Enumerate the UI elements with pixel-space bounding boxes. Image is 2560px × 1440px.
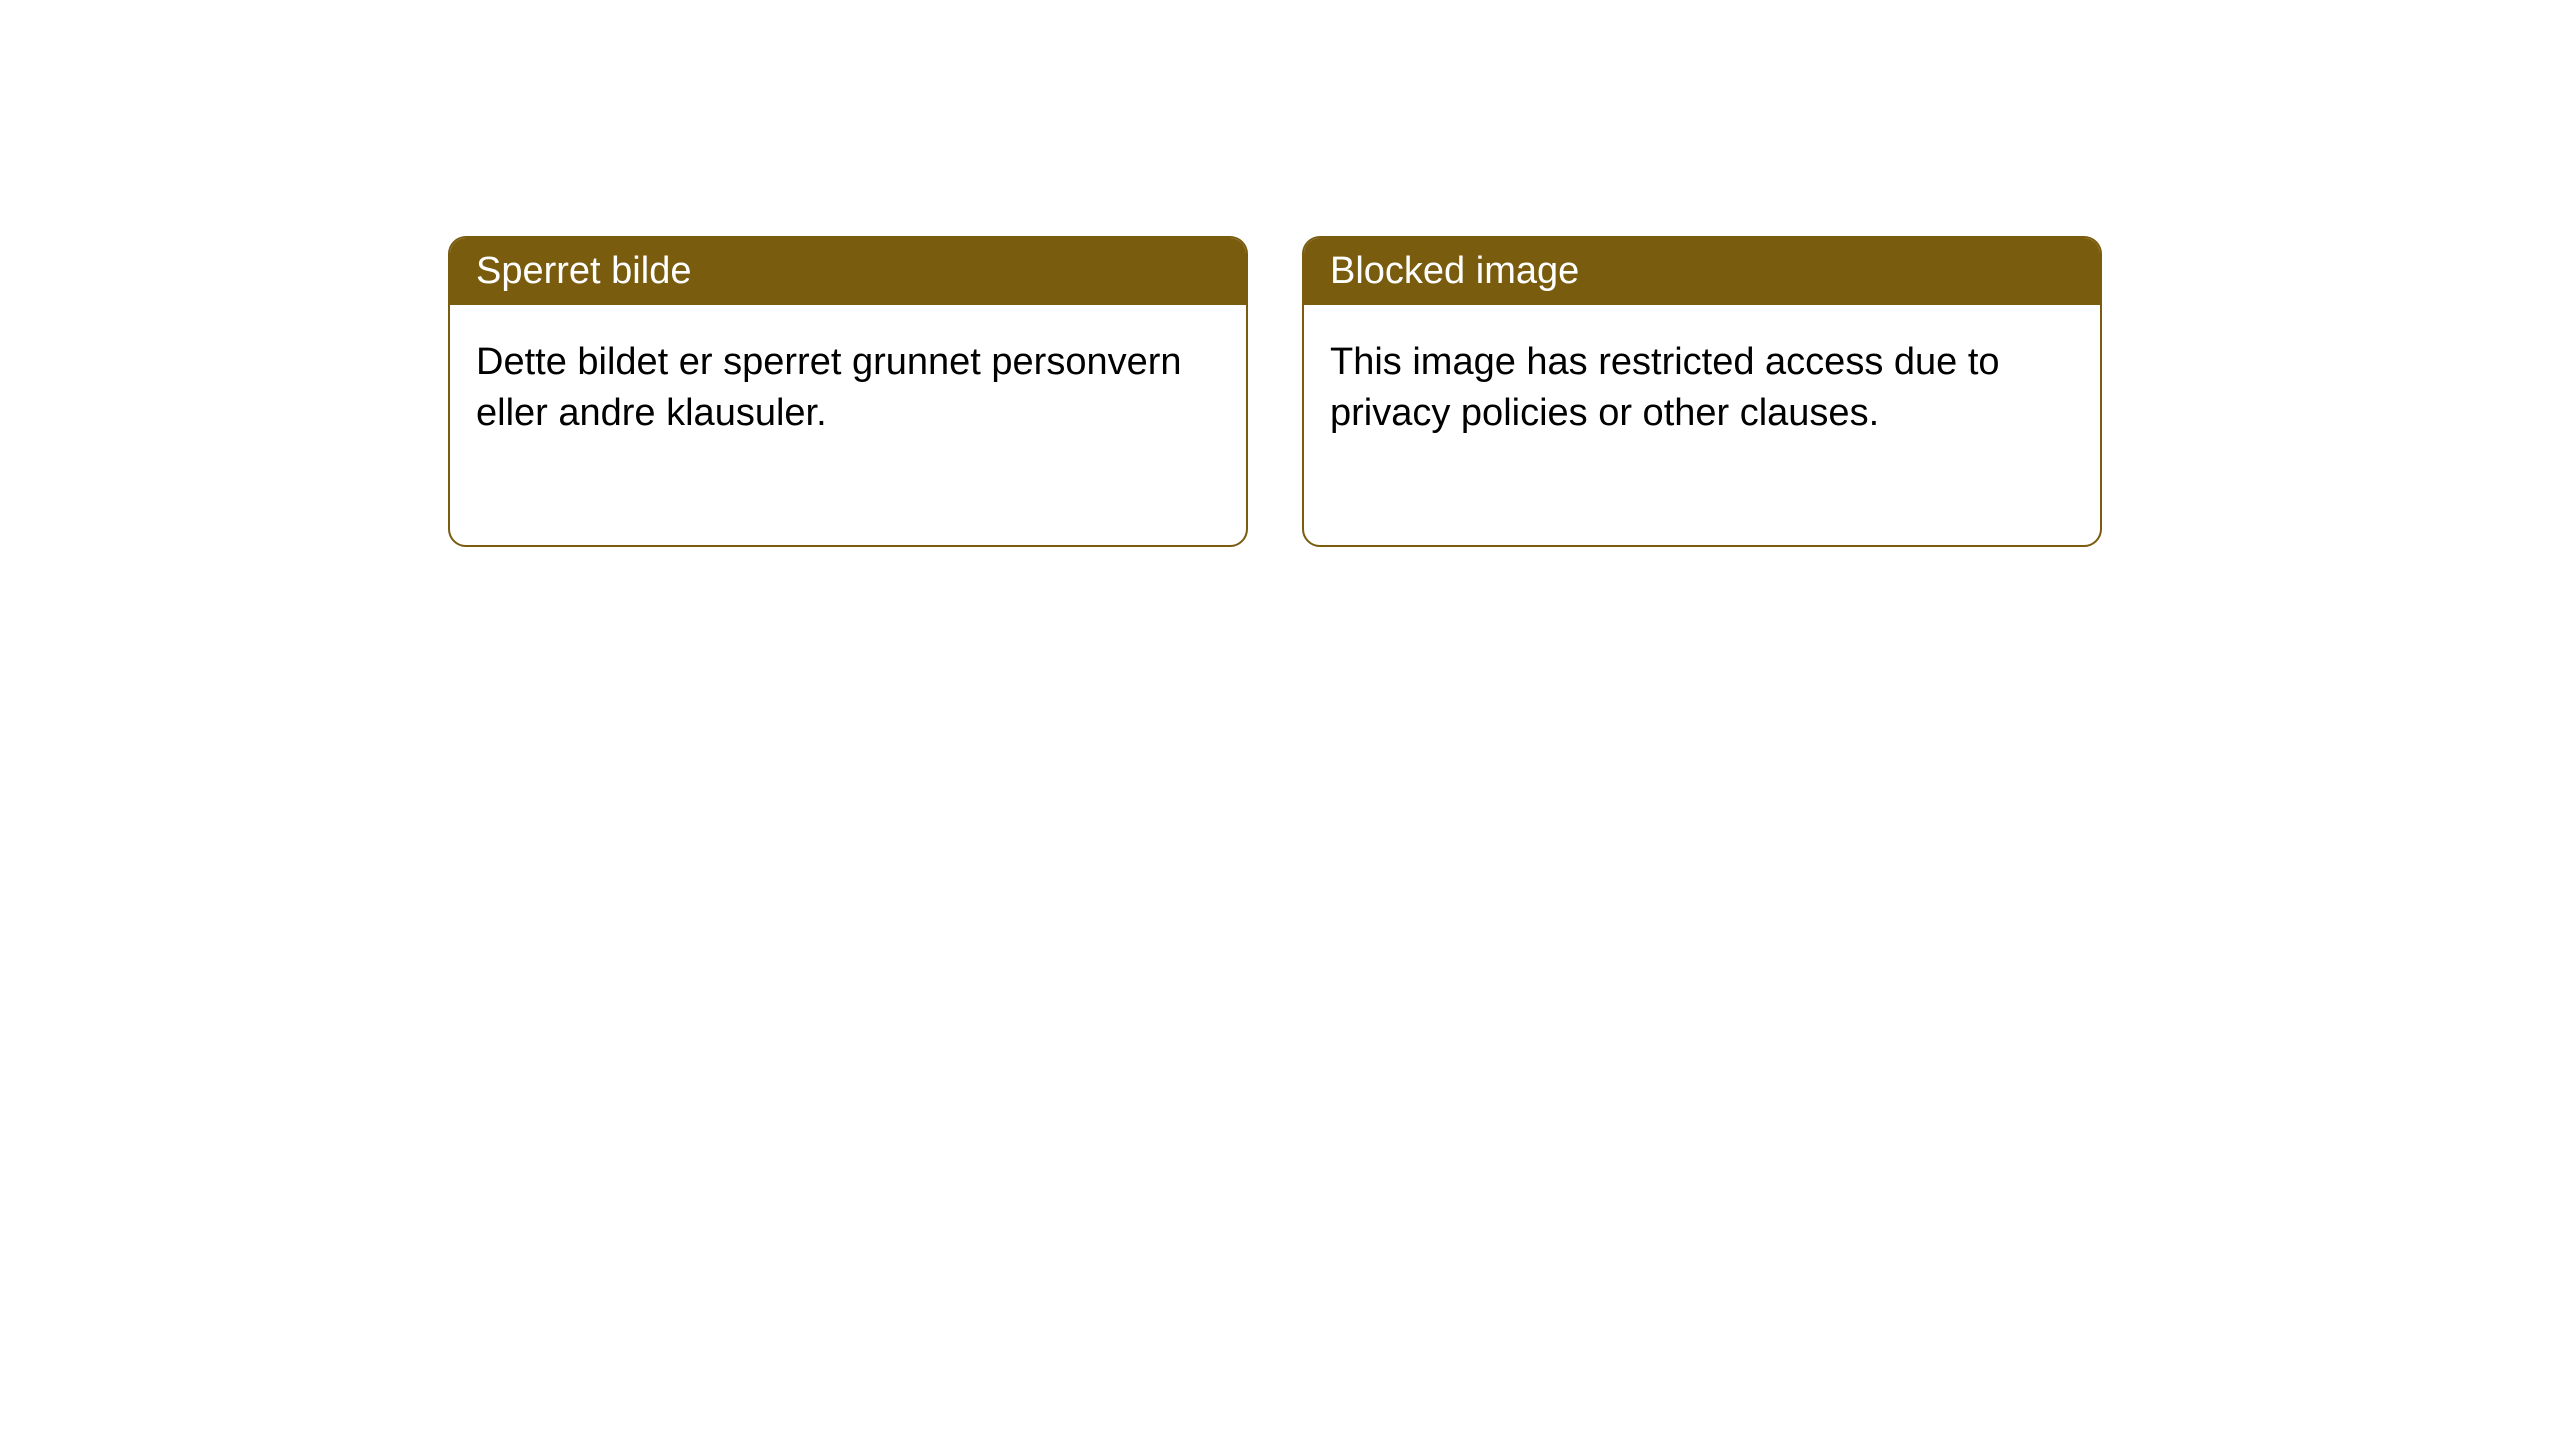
notice-header: Sperret bilde xyxy=(450,238,1246,305)
notice-header: Blocked image xyxy=(1304,238,2100,305)
notice-body: This image has restricted access due to … xyxy=(1304,305,2100,545)
notice-card-norwegian: Sperret bilde Dette bildet er sperret gr… xyxy=(448,236,1248,547)
notice-container: Sperret bilde Dette bildet er sperret gr… xyxy=(448,236,2102,547)
notice-card-english: Blocked image This image has restricted … xyxy=(1302,236,2102,547)
notice-body: Dette bildet er sperret grunnet personve… xyxy=(450,305,1246,545)
